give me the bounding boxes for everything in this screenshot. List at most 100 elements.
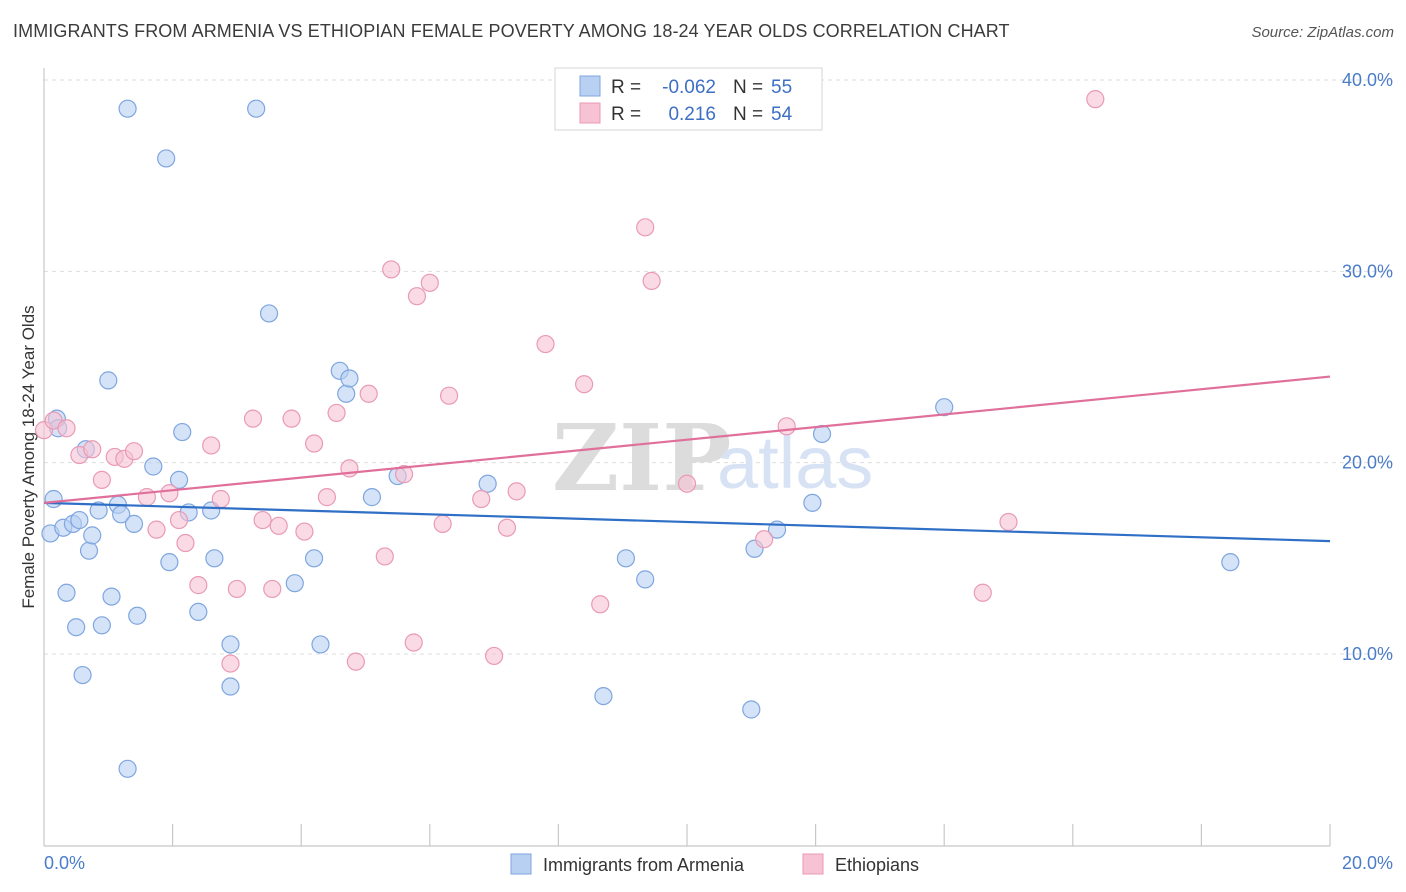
y-tick-label: 10.0% [1342, 644, 1393, 664]
armenia-point [144, 457, 163, 476]
ethiopia-point [211, 489, 230, 509]
ethiopia-point [253, 510, 272, 530]
y-tick-label: 40.0% [1342, 70, 1393, 90]
legend-r-value-1: -0.062 [662, 77, 716, 98]
ethiopia-point [227, 579, 246, 599]
armenia-point [311, 635, 330, 654]
bottom-legend-swatch-armenia [510, 853, 532, 875]
armenia-point [304, 549, 324, 568]
ethiopia-point [507, 482, 526, 501]
armenia-point [70, 510, 89, 530]
armenia-point [1221, 553, 1240, 572]
ethiopia-point [973, 583, 992, 602]
legend-n-label-2: N = [733, 104, 763, 125]
ethiopia-point [407, 287, 427, 306]
ethiopia-trend-line [43, 375, 1331, 504]
bottom-legend-swatch-ethiopia [802, 853, 824, 875]
ethiopia-point [575, 375, 594, 394]
ethiopia-point [497, 518, 517, 537]
ethiopia-point [359, 384, 378, 403]
ethiopia-point [472, 489, 491, 509]
armenia-point [337, 384, 356, 403]
chart-source: Source: ZipAtlas.com [1251, 24, 1394, 41]
points-layer [34, 90, 1240, 778]
ethiopia-point [420, 273, 439, 292]
y-tick-label: 30.0% [1342, 261, 1393, 281]
ethiopia-point [382, 260, 401, 279]
armenia-point [89, 501, 108, 520]
legend-n-value-1: 55 [771, 77, 792, 98]
ethiopia-point [269, 516, 288, 535]
ethiopia-point [92, 470, 111, 489]
armenia-point [128, 606, 147, 625]
armenia-point [362, 488, 382, 507]
ethiopia-point [433, 514, 452, 533]
armenia-point [99, 371, 118, 390]
legend-box: R = -0.062 N = 55 R = 0.216 N = 54 [554, 67, 823, 131]
ethiopia-point [124, 442, 144, 461]
ethiopia-point [147, 520, 166, 539]
armenia-point [83, 526, 102, 545]
watermark: ZIP atlas [552, 404, 873, 512]
ethiopia-point [404, 633, 423, 652]
armenia-point [160, 553, 179, 572]
ethiopia-point [189, 576, 208, 595]
armenia-point [57, 583, 76, 602]
ethiopia-point [295, 522, 314, 541]
ethiopia-point [202, 436, 221, 455]
ethiopia-point [304, 434, 324, 453]
armenia-point [259, 304, 279, 323]
ethiopia-point [591, 595, 610, 614]
armenia-point [247, 99, 266, 118]
ethiopia-point [439, 386, 459, 405]
trend-layer [43, 375, 1331, 543]
bottom-legend-label-ethiopia: Ethiopians [835, 855, 919, 875]
armenia-point [803, 493, 822, 512]
armenia-point [189, 602, 208, 622]
armenia-point [742, 700, 761, 719]
x-tick-label: 0.0% [44, 853, 85, 873]
ethiopia-point [677, 474, 697, 493]
ethiopia-point [221, 654, 240, 673]
armenia-point [935, 398, 954, 417]
ethiopia-point [263, 579, 282, 599]
armenia-point [44, 489, 63, 509]
armenia-point [169, 470, 189, 489]
ethiopia-point [317, 488, 337, 507]
armenia-point [92, 616, 111, 635]
armenia-point [73, 665, 92, 685]
ethiopia-point [394, 465, 414, 484]
ethiopia-point [375, 547, 394, 566]
armenia-point [118, 99, 137, 118]
ethiopia-point [160, 484, 179, 503]
y-tick-label: 20.0% [1342, 453, 1393, 473]
ethiopia-point [346, 652, 365, 671]
legend-swatch-ethiopia [579, 102, 601, 124]
bottom-legend: Immigrants from Armenia Ethiopians [510, 853, 919, 875]
bottom-legend-label-armenia: Immigrants from Armenia [543, 855, 745, 875]
x-tick-label: 20.0% [1342, 853, 1393, 873]
armenia-point [118, 759, 137, 778]
ethiopia-point [57, 419, 76, 438]
armenia-point [221, 635, 240, 654]
legend-swatch-armenia [579, 75, 601, 97]
armenia-point [478, 474, 497, 493]
ethiopia-point [777, 417, 796, 436]
armenia-point [221, 677, 240, 696]
ethiopia-point [243, 409, 263, 428]
armenia-point [173, 422, 192, 442]
legend-r-value-2: 0.216 [668, 104, 716, 125]
ethiopia-point [642, 271, 661, 290]
ytick-layer: 10.0% 20.0% 30.0% 40.0% [1342, 70, 1393, 664]
legend-n-value-2: 54 [771, 104, 793, 125]
ethiopia-point [536, 334, 555, 354]
ethiopia-point [282, 409, 301, 428]
ethiopia-point [176, 533, 195, 553]
ethiopia-point [999, 512, 1018, 532]
ethiopia-point [169, 510, 189, 530]
ethiopia-point [1086, 90, 1105, 109]
ethiopia-point [636, 218, 655, 237]
legend-n-label-1: N = [733, 77, 763, 98]
